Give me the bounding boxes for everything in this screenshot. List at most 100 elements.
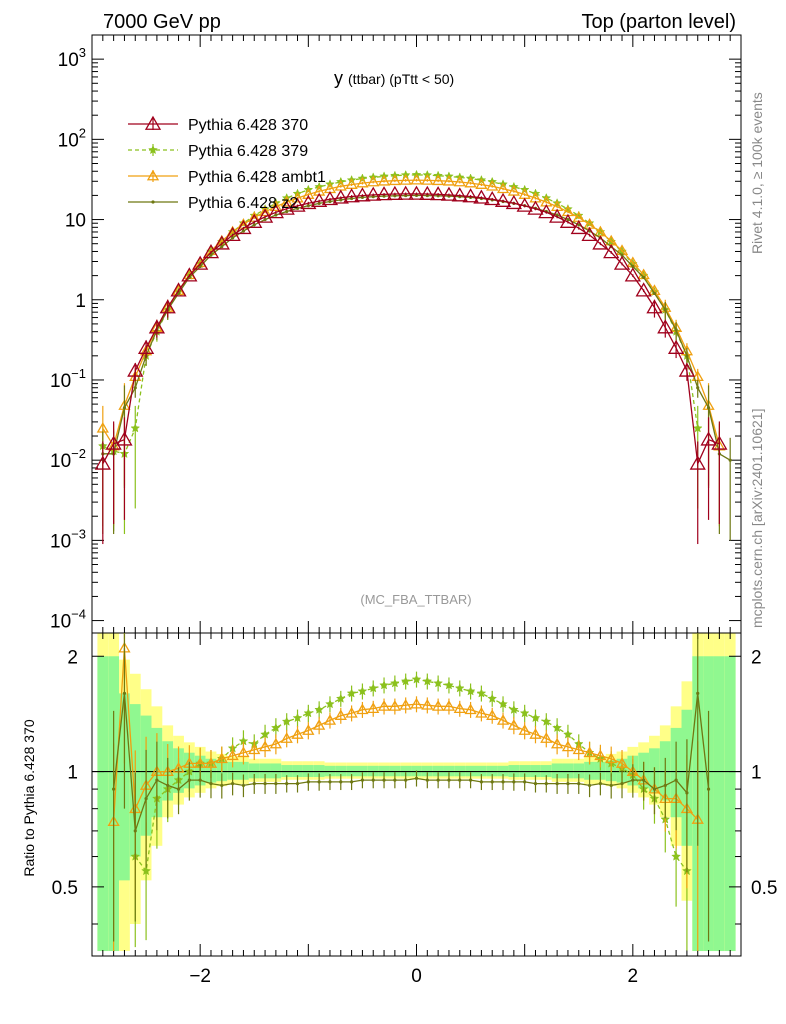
- ratio-plot-area: −2 0 2 0.5 0.5 1 1 2 2: [52, 632, 777, 987]
- data-point: [146, 169, 160, 181]
- data-point: [453, 175, 466, 187]
- data-point: [475, 706, 488, 718]
- data-point: [508, 704, 519, 714]
- data-point: [570, 219, 587, 235]
- data-point: [360, 778, 365, 782]
- data-point: [339, 198, 343, 202]
- data-point: [674, 328, 678, 332]
- data-point: [475, 178, 488, 189]
- data-point: [343, 188, 360, 203]
- data-point: [313, 719, 326, 730]
- band-green-bin: [97, 656, 109, 952]
- plot-title-main: y: [334, 68, 343, 88]
- data-point: [306, 204, 310, 208]
- data-point: [566, 217, 570, 222]
- data-point: [166, 783, 170, 788]
- data-point: [598, 782, 602, 786]
- data-point: [246, 213, 263, 228]
- data-point: [652, 787, 657, 791]
- data-point: [226, 749, 239, 761]
- series-line: [102, 194, 731, 461]
- data-point: [642, 778, 646, 782]
- data-point: [127, 362, 144, 377]
- data-point: [231, 236, 235, 240]
- data-point: [646, 299, 663, 314]
- ratio-y-tick-label-right: 1: [751, 763, 762, 784]
- band-green-bin: [259, 763, 271, 779]
- data-point: [148, 319, 166, 334]
- data-point: [209, 782, 213, 786]
- data-point: [404, 193, 408, 198]
- data-point: [295, 782, 300, 786]
- data-point: [371, 195, 375, 199]
- data-point: [430, 186, 447, 201]
- data-point: [187, 778, 191, 782]
- data-point: [550, 737, 564, 749]
- data-point: [220, 783, 224, 788]
- data-point: [269, 737, 283, 749]
- data-point: [144, 796, 148, 801]
- data-point: [685, 791, 689, 795]
- data-point: [692, 423, 703, 433]
- data-point: [635, 282, 652, 297]
- y-tick-label: 10−4: [50, 607, 86, 633]
- data-point: [335, 693, 346, 703]
- data-point: [252, 223, 256, 227]
- data-point: [237, 746, 250, 758]
- data-point: [421, 698, 434, 710]
- data-point: [652, 291, 657, 296]
- data-point: [464, 703, 477, 715]
- data-point: [583, 746, 596, 758]
- data-point: [354, 187, 371, 202]
- data-point: [507, 719, 520, 730]
- data-point: [377, 174, 391, 186]
- mcplots-label: mcplots.cern.ch [arXiv:2401.10621]: [749, 409, 765, 628]
- data-point: [422, 676, 433, 686]
- data-point: [486, 709, 499, 720]
- series-pythia-6-428-379: [97, 169, 703, 535]
- data-point: [379, 680, 389, 690]
- ratio-y-tick-label: 2: [67, 647, 78, 668]
- data-point: [314, 704, 325, 714]
- data-point: [258, 740, 272, 752]
- ratio-y-tick-label: 1: [67, 763, 78, 784]
- data-point: [496, 182, 510, 194]
- data-point: [490, 780, 494, 784]
- legend-label: Pythia 6.428 z2: [188, 195, 298, 212]
- data-point: [519, 708, 530, 718]
- data-point: [263, 217, 267, 222]
- data-point: [393, 194, 397, 198]
- data-point: [421, 174, 434, 185]
- y-tick-label: 10−1: [50, 366, 86, 392]
- band-green-bin: [238, 761, 249, 780]
- data-point: [365, 186, 382, 201]
- data-point: [397, 185, 414, 200]
- data-point: [302, 188, 315, 199]
- data-point: [458, 778, 462, 782]
- data-point: [278, 200, 295, 215]
- data-point: [436, 778, 440, 782]
- data-point: [256, 208, 274, 223]
- data-point: [360, 195, 365, 199]
- data-point: [496, 714, 510, 725]
- data-point: [484, 190, 501, 206]
- data-point: [241, 229, 246, 233]
- data-point: [631, 778, 635, 782]
- series-line: [112, 648, 699, 822]
- data-point: [512, 780, 516, 784]
- data-point: [292, 712, 303, 723]
- data-point: [377, 700, 391, 711]
- data-point: [592, 235, 609, 250]
- data-point: [281, 716, 292, 726]
- data-point: [473, 189, 490, 204]
- data-point: [410, 697, 423, 709]
- data-point: [685, 354, 689, 358]
- ratio-y-tick-label-right: 0.5: [751, 878, 777, 899]
- series-pythia-6-428-ambt1: [96, 173, 726, 527]
- data-point: [516, 197, 533, 212]
- data-point: [220, 245, 224, 249]
- data-point: [479, 780, 483, 784]
- data-point: [328, 199, 332, 204]
- x-tick-label: 0: [411, 966, 422, 987]
- band-green-bin: [594, 761, 606, 780]
